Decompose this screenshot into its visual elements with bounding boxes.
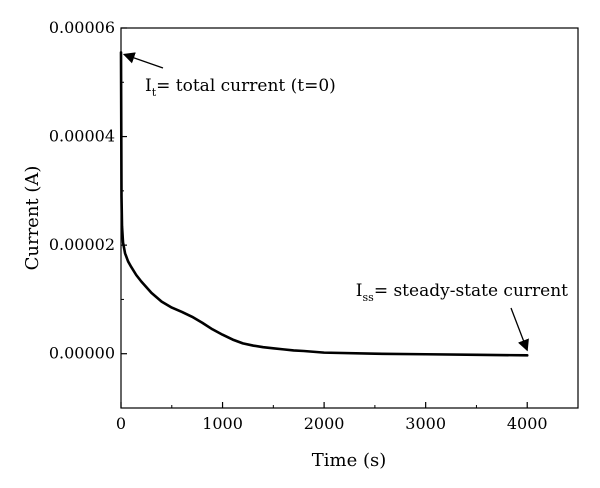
x-tick-label: 1000 [202, 414, 243, 433]
annotation-subscript: ss [363, 291, 375, 304]
annotation-label: Iss= steady-state current [356, 281, 568, 304]
annotation-label: It= total current (t=0) [145, 76, 336, 99]
x-axis-title: Time (s) [312, 450, 387, 471]
annotation-subscript: t [152, 86, 157, 99]
x-axis-ticks: 0 1000 2000 3000 4000 [116, 402, 548, 433]
annotation-arrow [510, 307, 529, 352]
annotation-main: I [145, 76, 152, 96]
x-tick-label: 0 [116, 414, 126, 433]
y-axis-title: Current (A) [22, 166, 43, 271]
annotation-text: = steady-state current [374, 281, 568, 301]
x-tick-label: 2000 [304, 414, 345, 433]
y-tick-label: 0.00006 [49, 18, 115, 37]
y-tick-label: 0.00004 [49, 127, 115, 146]
current-decay-line [119, 51, 529, 357]
annotation-main: I [356, 281, 363, 301]
annotation-layer: It= total current (t=0)Iss= steady-state… [122, 52, 568, 352]
y-tick-label: 0.00002 [49, 235, 115, 254]
x-tick-label: 4000 [507, 414, 548, 433]
annotation-arrow [122, 52, 164, 69]
y-axis-ticks: 0.00000 0.00002 0.00004 0.00006 [49, 18, 127, 409]
x-tick-label: 3000 [405, 414, 446, 433]
annotation-text: = total current (t=0) [156, 76, 336, 96]
series-layer [119, 51, 529, 357]
y-tick-label: 0.00000 [49, 344, 115, 363]
